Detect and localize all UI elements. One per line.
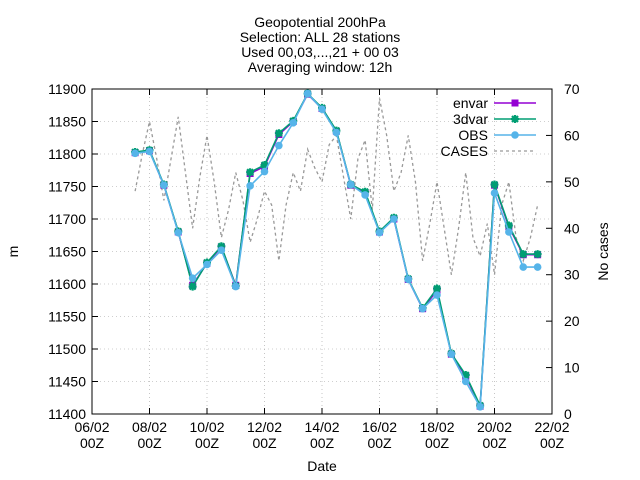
data-point-3dvar bbox=[274, 129, 283, 138]
grid bbox=[92, 89, 552, 414]
x-tick-label: 00Z bbox=[252, 435, 277, 451]
y2-tick-label: 60 bbox=[564, 127, 580, 143]
data-point-obs bbox=[346, 180, 355, 189]
y2-tick-label: 40 bbox=[564, 220, 580, 236]
y-tick-label: 11600 bbox=[48, 276, 86, 292]
legend-marker-envar bbox=[511, 99, 519, 107]
x-tick-label: 18/02 bbox=[419, 419, 454, 435]
data-point-obs bbox=[303, 89, 312, 98]
data-point-3dvar bbox=[461, 371, 470, 379]
y-tick-label: 11400 bbox=[48, 406, 86, 422]
x-tick-label: 00Z bbox=[137, 435, 162, 451]
chart-title-line: Selection: ALL 28 stations bbox=[240, 29, 401, 45]
data-point-obs bbox=[519, 263, 528, 271]
data-point-obs bbox=[145, 147, 154, 156]
legend-marker-obs bbox=[511, 131, 519, 139]
y-tick-label: 11750 bbox=[48, 179, 86, 195]
y-tick-label: 11850 bbox=[48, 114, 86, 130]
data-point-3dvar bbox=[490, 180, 499, 189]
y-tick-label: 11650 bbox=[48, 244, 86, 260]
data-point-obs bbox=[188, 274, 197, 282]
y2-tick-label: 0 bbox=[564, 406, 572, 422]
data-point-obs bbox=[289, 119, 298, 127]
data-point-obs bbox=[217, 246, 226, 254]
y2-axis-label: No cases bbox=[595, 222, 611, 280]
series-obs bbox=[131, 89, 542, 411]
x-tick-label: 00Z bbox=[195, 435, 220, 451]
x-tick-label: 14/02 bbox=[304, 419, 339, 435]
data-point-3dvar bbox=[217, 242, 226, 251]
y2-tick-label: 30 bbox=[564, 267, 580, 283]
data-point-obs bbox=[404, 275, 413, 284]
data-point-3dvar bbox=[246, 168, 255, 177]
x-tick-label: 20/02 bbox=[477, 419, 512, 435]
data-point-3dvar bbox=[188, 282, 197, 291]
x-tick-label: 08/02 bbox=[132, 419, 167, 435]
y-tick-label: 11800 bbox=[48, 146, 86, 162]
data-point-obs bbox=[476, 403, 484, 411]
x-tick-label: 00Z bbox=[482, 435, 507, 451]
y2-tick-label: 50 bbox=[564, 174, 580, 190]
data-point-obs bbox=[246, 182, 254, 190]
data-point-obs bbox=[461, 377, 470, 386]
x-tick-label: 16/02 bbox=[362, 419, 397, 435]
data-point-obs bbox=[174, 228, 183, 237]
data-point-3dvar bbox=[504, 221, 513, 230]
data-point-obs bbox=[160, 181, 168, 189]
legend-label-envar: envar bbox=[453, 95, 488, 111]
y2-tick-label: 10 bbox=[564, 360, 580, 376]
data-point-3dvar bbox=[519, 250, 528, 259]
y-tick-label: 11500 bbox=[48, 341, 86, 357]
data-point-obs bbox=[375, 228, 384, 237]
data-point-obs bbox=[231, 282, 240, 291]
data-point-obs bbox=[131, 149, 139, 158]
data-point-obs bbox=[390, 215, 398, 223]
y-tick-label: 11450 bbox=[48, 374, 86, 390]
data-point-obs bbox=[433, 291, 441, 299]
y-tick-label: 11550 bbox=[48, 309, 86, 325]
data-point-obs bbox=[490, 189, 499, 197]
x-tick-label: 12/02 bbox=[247, 419, 282, 435]
x-tick-label: 00Z bbox=[425, 435, 450, 451]
chart-title-line: Used 00,03,...,21 + 00 03 bbox=[241, 44, 399, 60]
y-tick-label: 11900 bbox=[48, 81, 86, 97]
y2-tick-label: 70 bbox=[564, 81, 580, 97]
x-tick-label: 10/02 bbox=[189, 419, 224, 435]
data-point-obs bbox=[533, 263, 542, 271]
chart-title-line: Averaging window: 12h bbox=[248, 59, 393, 75]
x-tick-label: 00Z bbox=[540, 435, 565, 451]
data-point-obs bbox=[318, 105, 326, 113]
legend-label-3dvar: 3dvar bbox=[453, 111, 488, 127]
x-tick-label: 00Z bbox=[310, 435, 335, 451]
data-point-obs bbox=[260, 167, 269, 176]
legend-label-obs: OBS bbox=[458, 127, 488, 143]
x-axis-label: Date bbox=[307, 458, 337, 474]
data-point-obs bbox=[203, 260, 211, 269]
y2-tick-label: 20 bbox=[564, 313, 580, 329]
legend-marker-3dvar bbox=[511, 115, 519, 123]
data-point-obs bbox=[275, 141, 283, 150]
x-tick-label: 22/02 bbox=[534, 419, 569, 435]
x-tick-label: 00Z bbox=[80, 435, 105, 451]
data-point-obs bbox=[361, 191, 369, 199]
data-point-3dvar bbox=[533, 250, 542, 259]
y-axis-label: m bbox=[5, 246, 21, 258]
x-tick-label: 06/02 bbox=[74, 419, 109, 435]
y-tick-label: 11700 bbox=[48, 211, 86, 227]
x-tick-label: 00Z bbox=[367, 435, 392, 451]
legend-label-cases: CASES bbox=[441, 143, 488, 159]
data-point-3dvar bbox=[433, 284, 441, 293]
series bbox=[131, 89, 542, 411]
data-point-obs bbox=[447, 350, 456, 359]
data-point-obs bbox=[332, 128, 341, 137]
data-point-obs bbox=[505, 228, 513, 236]
chart-title-line: Geopotential 200hPa bbox=[254, 14, 386, 30]
data-point-obs bbox=[418, 304, 427, 313]
axis-ticks: 06/0200Z08/0200Z10/0200Z12/0200Z14/0200Z… bbox=[48, 81, 580, 451]
data-point-3dvar bbox=[260, 161, 269, 170]
